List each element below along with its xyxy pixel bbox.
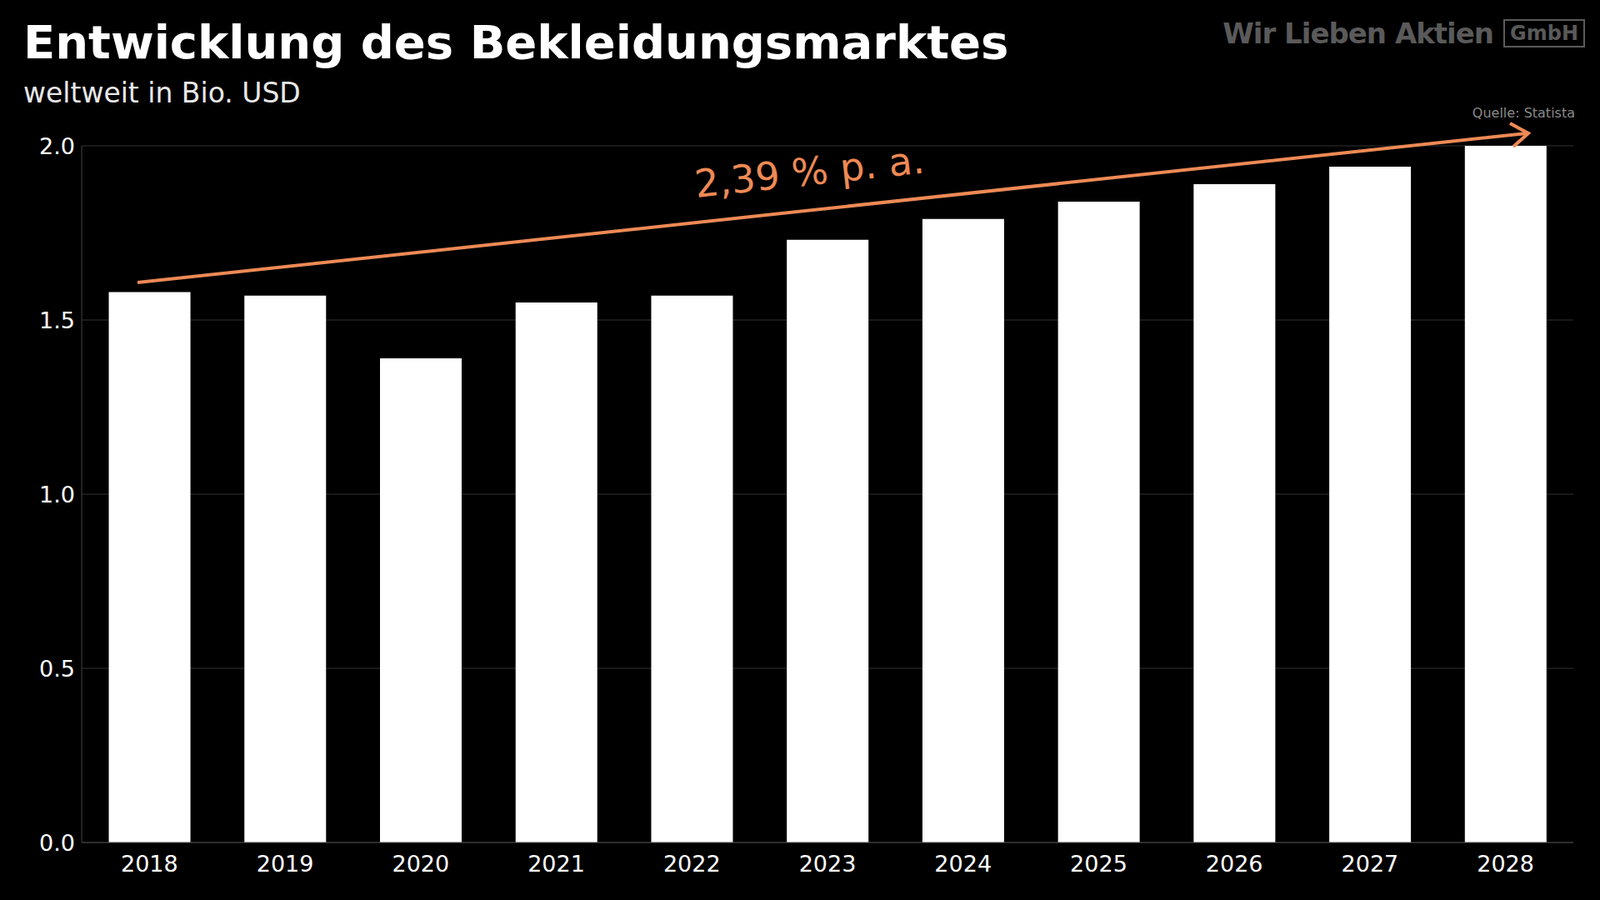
html-text:GmbH: GmbH	[1510, 21, 1579, 45]
svg-text:2023: 2023	[799, 850, 857, 877]
html-text:Entwicklung des Bekleidungsmar: Entwicklung des Bekleidungsmarktes	[23, 15, 1009, 70]
svg-text:1.5: 1.5	[39, 307, 75, 334]
svg-text:2020: 2020	[391, 850, 450, 877]
svg-text:2021: 2021	[527, 850, 585, 877]
svg-text:2028: 2028	[1476, 850, 1535, 877]
svg-text:2,39 % p. a.: 2,39 % p. a.	[692, 136, 927, 207]
svg-text:2026: 2026	[1205, 850, 1264, 877]
svg-text:2027: 2027	[1341, 850, 1400, 877]
svg-text:0.5: 0.5	[39, 655, 75, 682]
svg-text:2.0: 2.0	[39, 133, 75, 160]
svg-text:2018: 2018	[120, 850, 179, 877]
svg-text:2022: 2022	[663, 850, 721, 877]
html-text:weltweit in Bio. USD: weltweit in Bio. USD	[23, 76, 301, 110]
svg-text:2025: 2025	[1070, 850, 1128, 877]
svg-text:1.0: 1.0	[39, 481, 75, 508]
html-text:Wir Lieben Aktien: Wir Lieben Aktien	[1222, 16, 1494, 50]
svg-text:2019: 2019	[256, 850, 315, 877]
svg-text:2024: 2024	[934, 850, 992, 877]
svg-text:0.0: 0.0	[39, 830, 75, 856]
html-text:Quelle: Statista: Quelle: Statista	[1472, 105, 1575, 121]
